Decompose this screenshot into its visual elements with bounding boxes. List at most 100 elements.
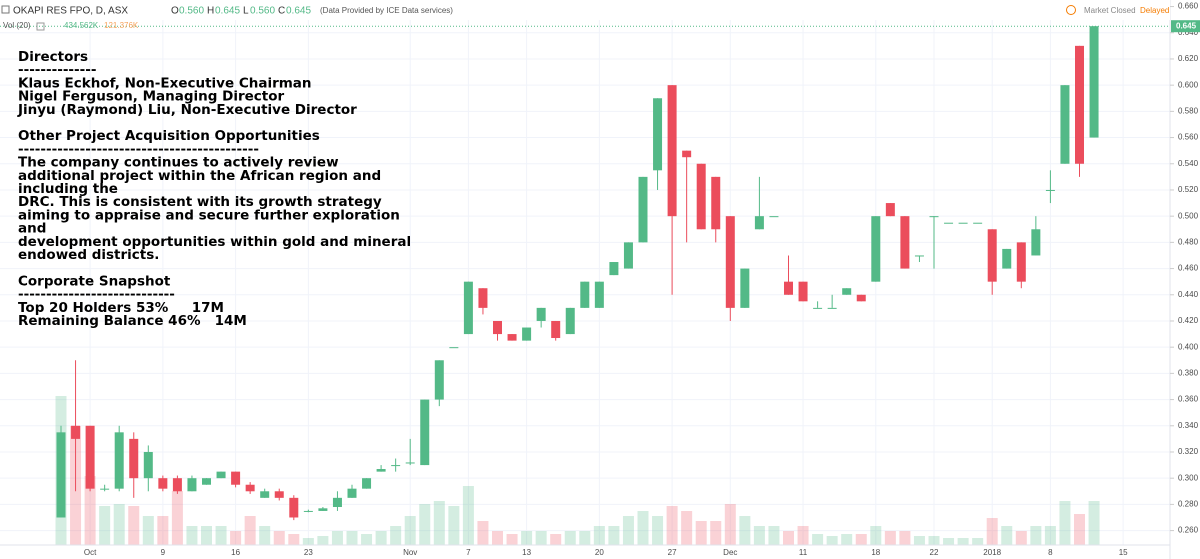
candle-body bbox=[798, 281, 808, 302]
volume-bar bbox=[637, 511, 649, 545]
annotation-line: Other Project Acquisition Opportunities bbox=[18, 128, 320, 144]
volume-bar bbox=[783, 531, 794, 545]
annotation-line: development opportunities within gold an… bbox=[18, 234, 411, 250]
volume-bar bbox=[99, 506, 111, 545]
volume-bar bbox=[564, 531, 576, 545]
candle-body bbox=[434, 360, 444, 400]
candle-body bbox=[929, 216, 939, 218]
annotation-line: endowed districts. bbox=[18, 247, 159, 263]
volume-bar bbox=[1015, 531, 1027, 545]
candle-body bbox=[245, 484, 255, 492]
annotation-line: including the bbox=[18, 181, 118, 197]
volume-bar bbox=[797, 526, 809, 545]
y-tick-label: 0.600 bbox=[1178, 80, 1199, 89]
candle-body bbox=[696, 163, 706, 230]
candle-body bbox=[449, 347, 459, 349]
candle-body bbox=[914, 255, 924, 257]
candle-body bbox=[260, 491, 270, 498]
x-tick-label: 20 bbox=[595, 548, 604, 557]
y-tick-label: 0.500 bbox=[1178, 211, 1199, 220]
volume-bar bbox=[288, 534, 300, 545]
candle-body bbox=[318, 508, 328, 511]
y-tick-label: 0.280 bbox=[1178, 499, 1199, 508]
candle-body bbox=[1031, 229, 1041, 256]
volume-bar bbox=[142, 516, 154, 545]
c-label: C bbox=[278, 6, 285, 17]
l-value: 0.560 bbox=[250, 6, 275, 17]
volume-bar bbox=[404, 516, 416, 545]
annotation-line: -------------- bbox=[18, 62, 96, 78]
volume-bar bbox=[317, 536, 329, 545]
x-tick-label: 22 bbox=[930, 548, 939, 557]
volume-bar bbox=[390, 526, 402, 545]
candle-body bbox=[158, 478, 168, 489]
volume-bars bbox=[55, 396, 1100, 545]
volume-bar bbox=[550, 534, 562, 545]
annotation-line: Directors bbox=[18, 49, 88, 65]
candle-body bbox=[347, 488, 357, 498]
grid bbox=[0, 0, 1170, 545]
volume-bar bbox=[972, 538, 984, 545]
volume-bar bbox=[302, 538, 314, 545]
volume-bar bbox=[201, 526, 212, 545]
candle-body bbox=[551, 320, 561, 339]
volume-bar bbox=[753, 526, 765, 545]
volume-bar bbox=[870, 526, 882, 545]
volume-bar bbox=[113, 504, 125, 545]
x-tick-label: 8 bbox=[1048, 548, 1053, 557]
candle-body bbox=[405, 462, 415, 464]
x-tick-label: 23 bbox=[304, 548, 313, 557]
l-label: L bbox=[243, 6, 249, 17]
candle-body bbox=[682, 150, 692, 158]
volume-bar bbox=[855, 534, 867, 545]
volume-bar bbox=[899, 531, 911, 545]
volume-bar bbox=[157, 516, 169, 545]
candle-body bbox=[522, 327, 532, 341]
volume-bar bbox=[841, 534, 853, 545]
y-tick-label: 0.540 bbox=[1178, 159, 1199, 168]
volume-bar bbox=[768, 526, 780, 545]
y-tick-label: 0.560 bbox=[1178, 133, 1199, 142]
candle-body bbox=[362, 478, 372, 489]
candle-body bbox=[725, 216, 735, 308]
x-tick-label: 2018 bbox=[983, 548, 1001, 557]
settings-icon[interactable] bbox=[36, 22, 45, 31]
collapse-icon[interactable] bbox=[1, 5, 10, 14]
volume-bar bbox=[724, 504, 736, 545]
candle-body bbox=[289, 497, 299, 518]
annotation-line: Remaining Balance 46% 14M bbox=[18, 313, 247, 329]
y-tick-label: 0.520 bbox=[1178, 185, 1199, 194]
candle-body bbox=[463, 281, 473, 335]
candle-body bbox=[973, 222, 983, 224]
c-value: 0.645 bbox=[286, 6, 311, 17]
candle-body bbox=[1075, 45, 1084, 164]
y-tick-label: 0.400 bbox=[1178, 342, 1199, 351]
h-label: H bbox=[207, 6, 214, 17]
candle-body bbox=[740, 268, 750, 308]
candle-body bbox=[784, 281, 793, 295]
candle-body bbox=[813, 307, 823, 309]
candle-body bbox=[842, 288, 852, 295]
candles bbox=[56, 26, 1099, 521]
y-tick-label: 0.340 bbox=[1178, 421, 1199, 430]
candle-body bbox=[667, 85, 677, 217]
volume-bar bbox=[622, 516, 634, 545]
volume-bar bbox=[1001, 526, 1013, 545]
volume-bar bbox=[1088, 501, 1100, 545]
candle-body bbox=[536, 307, 546, 321]
candle-body bbox=[1045, 189, 1055, 191]
x-tick-label: 18 bbox=[871, 548, 880, 557]
o-label: O bbox=[171, 6, 179, 17]
annotation-line: Klaus Eckhof, Non-Executive Chairman bbox=[18, 75, 312, 91]
candle-body bbox=[507, 334, 517, 341]
volume-bar bbox=[84, 476, 96, 545]
symbol: OKAPI RES FPO, D, ASX bbox=[13, 6, 128, 17]
volume-bar bbox=[1044, 526, 1056, 545]
candle-body bbox=[711, 176, 721, 230]
y-tick-label: 0.300 bbox=[1178, 473, 1199, 482]
candle-body bbox=[653, 98, 663, 171]
volume-bar bbox=[361, 534, 373, 545]
annotation-line: Jinyu (Raymond) Liu, Non-Executive Direc… bbox=[17, 102, 357, 118]
candle-body bbox=[216, 471, 226, 479]
